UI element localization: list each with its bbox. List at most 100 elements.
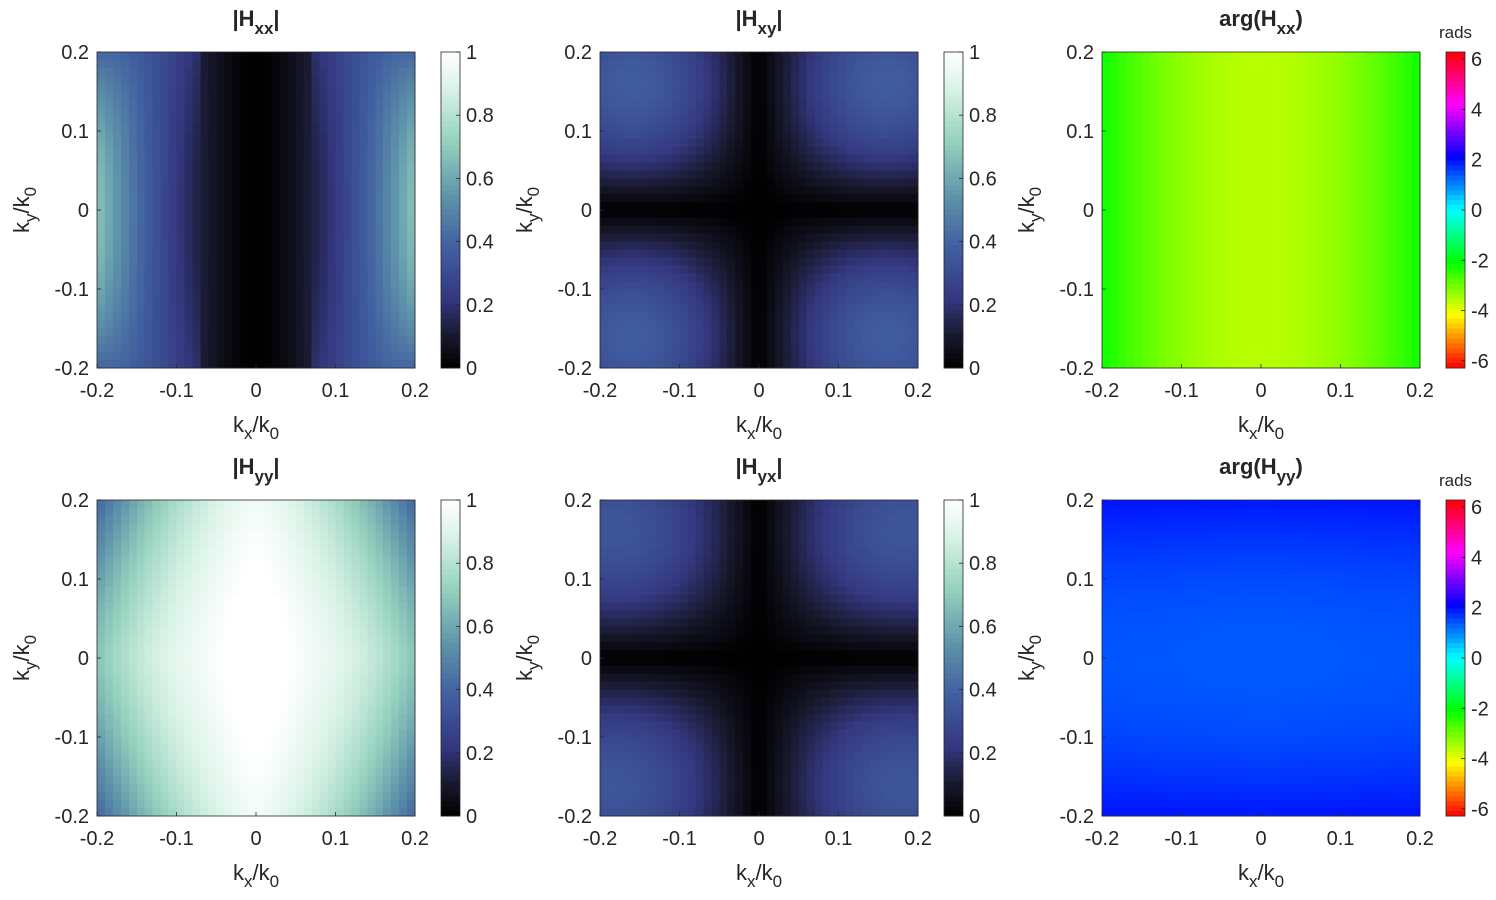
heatmap-cell bbox=[367, 257, 376, 266]
heatmap-cell bbox=[1356, 304, 1365, 314]
heatmap-cell bbox=[295, 312, 305, 322]
heatmap-cell bbox=[655, 241, 665, 251]
heatmap-cell bbox=[894, 273, 903, 282]
heatmap-cell bbox=[1324, 115, 1334, 124]
heatmap-cell bbox=[232, 170, 241, 179]
heatmap-cell bbox=[1125, 170, 1135, 179]
heatmap-cell bbox=[1221, 273, 1230, 282]
heatmap-cell bbox=[1253, 123, 1262, 132]
heatmap-cell bbox=[311, 225, 321, 235]
heatmap-cell bbox=[1261, 344, 1270, 353]
heatmap-cell bbox=[271, 91, 281, 100]
heatmap-cell bbox=[1372, 328, 1381, 337]
heatmap-cell bbox=[1372, 67, 1381, 77]
heatmap-cell bbox=[375, 99, 384, 108]
heatmap-cell bbox=[383, 123, 392, 132]
heatmap-cell bbox=[838, 360, 848, 369]
heatmap-cell bbox=[375, 336, 384, 345]
heatmap-cell bbox=[830, 194, 840, 203]
heatmap-cell bbox=[735, 249, 744, 258]
heatmap-cell bbox=[1292, 115, 1302, 124]
heatmap-cell bbox=[862, 202, 871, 211]
heatmap-cell bbox=[1253, 170, 1262, 179]
heatmap-cell bbox=[830, 312, 840, 322]
heatmap-cell bbox=[120, 83, 130, 93]
heatmap-cell bbox=[303, 154, 313, 164]
heatmap-cell bbox=[878, 289, 887, 298]
heatmap-cell bbox=[727, 154, 736, 164]
heatmap-cell bbox=[600, 178, 609, 187]
heatmap-cell bbox=[759, 289, 768, 298]
heatmap-cell bbox=[1372, 178, 1381, 187]
heatmap-cell bbox=[287, 265, 297, 274]
heatmap-cell bbox=[1261, 328, 1270, 337]
heatmap-cell bbox=[1221, 83, 1230, 93]
heatmap-cell bbox=[1197, 154, 1206, 164]
heatmap-cell bbox=[1348, 320, 1357, 330]
colorbar-segment bbox=[441, 200, 460, 206]
heatmap-cell bbox=[1109, 241, 1119, 251]
heatmap-cell bbox=[248, 91, 257, 100]
heatmap-cell bbox=[1284, 146, 1294, 156]
heatmap-cell bbox=[1245, 352, 1254, 361]
heatmap-cell bbox=[623, 170, 633, 179]
heatmap-cell bbox=[1229, 289, 1238, 298]
heatmap-cell bbox=[1181, 273, 1191, 282]
heatmap-cell bbox=[1221, 202, 1230, 211]
heatmap-cell bbox=[184, 146, 193, 156]
heatmap-cell bbox=[1253, 67, 1262, 77]
heatmap-cell bbox=[319, 75, 329, 85]
colorbar-tick-label: 0.2 bbox=[466, 295, 494, 317]
heatmap-cell bbox=[1229, 115, 1238, 124]
heatmap-cell bbox=[1125, 241, 1135, 251]
heatmap-cell bbox=[1380, 360, 1389, 369]
heatmap-cell bbox=[351, 194, 360, 203]
heatmap-cell bbox=[830, 115, 840, 124]
heatmap-cell bbox=[782, 352, 792, 361]
heatmap-cell bbox=[663, 257, 673, 266]
heatmap-cell bbox=[279, 233, 289, 243]
colorbar-tick-label: 0.2 bbox=[969, 295, 997, 317]
heatmap-cell bbox=[407, 312, 416, 322]
heatmap-cell bbox=[854, 360, 863, 369]
heatmap-cell bbox=[128, 186, 138, 195]
heatmap-cell bbox=[1221, 170, 1230, 179]
heatmap-cell bbox=[1102, 320, 1111, 330]
heatmap-cell bbox=[1364, 281, 1373, 290]
heatmap-cell bbox=[184, 217, 193, 227]
heatmap-cell bbox=[399, 210, 408, 219]
heatmap-cell bbox=[1189, 344, 1198, 353]
heatmap-cell bbox=[303, 257, 313, 266]
heatmap-cell bbox=[703, 210, 712, 219]
heatmap-cell bbox=[240, 194, 249, 203]
heatmap-cell bbox=[671, 131, 681, 140]
heatmap-cell bbox=[1173, 328, 1183, 337]
heatmap-cell bbox=[399, 162, 408, 172]
heatmap-cell bbox=[1109, 91, 1119, 100]
heatmap-cell bbox=[295, 289, 305, 298]
heatmap-cell bbox=[1213, 233, 1222, 243]
colorbar-segment bbox=[944, 234, 963, 241]
heatmap-cell bbox=[695, 257, 704, 266]
heatmap-cell bbox=[391, 52, 400, 61]
heatmap-cell bbox=[671, 328, 681, 337]
heatmap-cell bbox=[703, 217, 712, 227]
heatmap-cell bbox=[782, 59, 792, 69]
heatmap-cell bbox=[862, 249, 871, 258]
heatmap-cell bbox=[886, 178, 895, 187]
heatmap-cell bbox=[1276, 52, 1286, 61]
heatmap-cell bbox=[886, 146, 895, 156]
heatmap-cell bbox=[846, 67, 855, 77]
heatmap-cell bbox=[120, 265, 130, 274]
heatmap-cell bbox=[1364, 146, 1373, 156]
heatmap-cell bbox=[1189, 241, 1198, 251]
heatmap-cell bbox=[1125, 115, 1135, 124]
heatmap-cell bbox=[1292, 249, 1302, 258]
heatmap-cell bbox=[766, 59, 776, 69]
colorbar-segment bbox=[944, 145, 963, 152]
heatmap-cell bbox=[256, 59, 265, 69]
heatmap-cell bbox=[1149, 320, 1159, 330]
heatmap-cell bbox=[1165, 281, 1175, 290]
heatmap-cell bbox=[838, 194, 848, 203]
heatmap-cell bbox=[830, 360, 840, 369]
